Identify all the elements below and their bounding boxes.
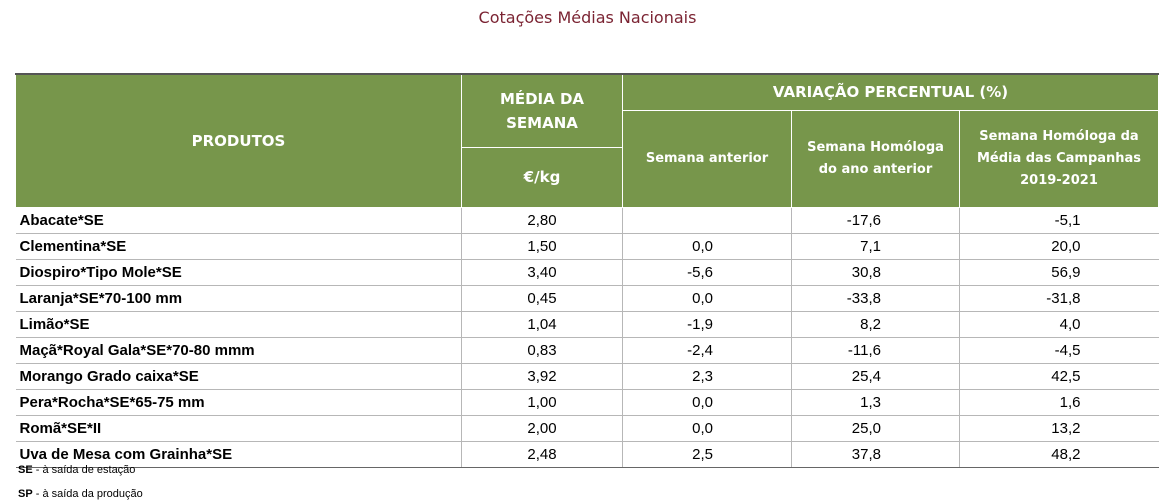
media-semana-cell: 2,80 xyxy=(461,207,623,234)
header-media-semana: MÉDIA DA SEMANA xyxy=(461,73,623,148)
homologa-campanhas-cell: 48,2 xyxy=(959,441,1159,468)
table-row: Limão*SE 1,04 -1,9 8,2 4,0 xyxy=(15,311,1159,338)
homologa-campanhas-cell: -5,1 xyxy=(959,207,1159,234)
media-semana-cell: 1,04 xyxy=(461,311,623,338)
product-name-cell: Limão*SE xyxy=(15,311,462,338)
homologa-ano-cell: -17,6 xyxy=(791,207,960,234)
header-homologa-ano-anterior: Semana Homóloga do ano anterior xyxy=(791,109,960,208)
semana-anterior-cell: 0,0 xyxy=(622,415,792,442)
media-semana-cell: 0,45 xyxy=(461,285,623,312)
homologa-campanhas-cell: -31,8 xyxy=(959,285,1159,312)
table-row: Laranja*SE*70-100 mm 0,45 0,0 -33,8 -31,8 xyxy=(15,285,1159,312)
media-semana-cell: 1,50 xyxy=(461,233,623,260)
semana-anterior-cell: 0,0 xyxy=(622,233,792,260)
homologa-ano-cell: 1,3 xyxy=(791,389,960,416)
homologa-ano-cell: 7,1 xyxy=(791,233,960,260)
homologa-campanhas-cell: 42,5 xyxy=(959,363,1159,390)
footnote-sp: SP - à saída da produção xyxy=(18,488,143,500)
homologa-campanhas-cell: 4,0 xyxy=(959,311,1159,338)
homologa-ano-cell: -11,6 xyxy=(791,337,960,364)
product-name-cell: Uva de Mesa com Grainha*SE xyxy=(15,441,462,468)
media-semana-cell: 2,48 xyxy=(461,441,623,468)
homologa-ano-cell: -33,8 xyxy=(791,285,960,312)
table-row: Maçã*Royal Gala*SE*70-80 mmm 0,83 -2,4 -11,… xyxy=(15,337,1159,364)
header-unit: €/kg xyxy=(461,146,623,208)
table-row: Clementina*SE 1,50 0,0 7,1 20,0 xyxy=(15,233,1159,260)
homologa-ano-cell: 25,4 xyxy=(791,363,960,390)
semana-anterior-cell: -1,9 xyxy=(622,311,792,338)
product-name-cell: Maçã*Royal Gala*SE*70-80 mmm xyxy=(15,337,462,364)
header-semana-anterior: Semana anterior xyxy=(622,109,792,208)
product-name-cell: Pera*Rocha*SE*65-75 mm xyxy=(15,389,462,416)
media-semana-cell: 0,83 xyxy=(461,337,623,364)
product-name-cell: Diospiro*Tipo Mole*SE xyxy=(15,259,462,286)
table-row: Morango Grado caixa*SE 3,92 2,3 25,4 42,5 xyxy=(15,363,1159,390)
semana-anterior-cell: 2,5 xyxy=(622,441,792,468)
product-name-cell: Abacate*SE xyxy=(15,207,462,234)
header-produtos: PRODUTOS xyxy=(15,73,462,208)
semana-anterior-cell: 0,0 xyxy=(622,285,792,312)
homologa-ano-cell: 30,8 xyxy=(791,259,960,286)
semana-anterior-cell: 2,3 xyxy=(622,363,792,390)
homologa-campanhas-cell: 13,2 xyxy=(959,415,1159,442)
table-row: Pera*Rocha*SE*65-75 mm 1,00 0,0 1,3 1,6 xyxy=(15,389,1159,416)
table-body: Abacate*SE 2,80 -17,6 -5,1 Clementina*SE 1,50… xyxy=(15,207,1159,468)
semana-anterior-cell: 0,0 xyxy=(622,389,792,416)
media-semana-cell: 3,92 xyxy=(461,363,623,390)
homologa-ano-cell: 25,0 xyxy=(791,415,960,442)
homologa-campanhas-cell: 20,0 xyxy=(959,233,1159,260)
homologa-campanhas-cell: 56,9 xyxy=(959,259,1159,286)
quotes-table: PRODUTOS MÉDIA DA SEMANA VARIAÇÃO PERCEN… xyxy=(15,73,1159,468)
product-name-cell: Romã*SE*II xyxy=(15,415,462,442)
homologa-campanhas-cell: -4,5 xyxy=(959,337,1159,364)
homologa-ano-cell: 8,2 xyxy=(791,311,960,338)
header-variacao-percentual: VARIAÇÃO PERCENTUAL (%) xyxy=(622,73,1159,111)
homologa-campanhas-cell: 1,6 xyxy=(959,389,1159,416)
table-row: Diospiro*Tipo Mole*SE 3,40 -5,6 30,8 56,9 xyxy=(15,259,1159,286)
footnote-se: SE - à saída de estação xyxy=(18,464,136,476)
semana-anterior-cell: -2,4 xyxy=(622,337,792,364)
semana-anterior-cell: -5,6 xyxy=(622,259,792,286)
semana-anterior-cell xyxy=(622,207,792,234)
media-semana-cell: 2,00 xyxy=(461,415,623,442)
table-row: Uva de Mesa com Grainha*SE 2,48 2,5 37,8 48,… xyxy=(15,441,1159,468)
table-row: Romã*SE*II 2,00 0,0 25,0 13,2 xyxy=(15,415,1159,442)
homologa-ano-cell: 37,8 xyxy=(791,441,960,468)
product-name-cell: Morango Grado caixa*SE xyxy=(15,363,462,390)
product-name-cell: Clementina*SE xyxy=(15,233,462,260)
table-row: Abacate*SE 2,80 -17,6 -5,1 xyxy=(15,207,1159,234)
product-name-cell: Laranja*SE*70-100 mm xyxy=(15,285,462,312)
page-title: Cotações Médias Nacionais xyxy=(478,8,697,27)
media-semana-cell: 3,40 xyxy=(461,259,623,286)
media-semana-cell: 1,00 xyxy=(461,389,623,416)
header-homologa-campanhas: Semana Homóloga da Média das Campanhas 2… xyxy=(959,109,1159,208)
